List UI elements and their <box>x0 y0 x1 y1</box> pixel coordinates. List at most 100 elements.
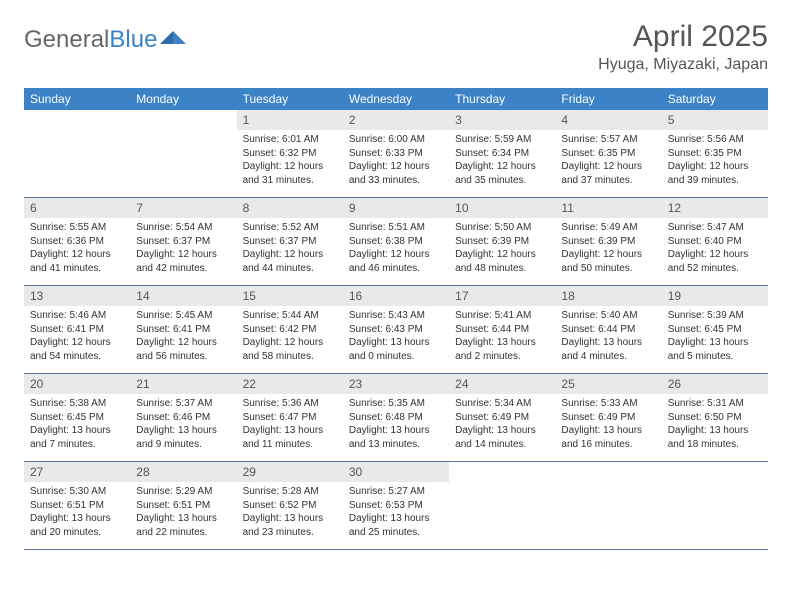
daylight-line-2: and 14 minutes. <box>455 438 549 452</box>
sunset-line: Sunset: 6:41 PM <box>30 323 124 337</box>
day-cell: 9Sunrise: 5:51 AMSunset: 6:38 PMDaylight… <box>343 198 449 286</box>
daylight-line-1: Daylight: 13 hours <box>30 424 124 438</box>
daylight-line-2: and 50 minutes. <box>561 262 655 276</box>
daylight-line-1: Daylight: 12 hours <box>668 248 762 262</box>
brand-part2: Blue <box>109 26 157 54</box>
daylight-line-1: Daylight: 13 hours <box>668 336 762 350</box>
day-number: 24 <box>449 374 555 394</box>
day-content: Sunrise: 5:39 AMSunset: 6:45 PMDaylight:… <box>662 306 768 369</box>
daylight-line-2: and 52 minutes. <box>668 262 762 276</box>
sunrise-line: Sunrise: 5:54 AM <box>136 221 230 235</box>
day-cell: 14Sunrise: 5:45 AMSunset: 6:41 PMDayligh… <box>130 286 236 374</box>
daylight-line-2: and 25 minutes. <box>349 526 443 540</box>
sunrise-line: Sunrise: 6:00 AM <box>349 133 443 147</box>
day-content: Sunrise: 6:00 AMSunset: 6:33 PMDaylight:… <box>343 130 449 193</box>
day-number: 28 <box>130 462 236 482</box>
day-content: Sunrise: 5:27 AMSunset: 6:53 PMDaylight:… <box>343 482 449 545</box>
day-content: Sunrise: 5:49 AMSunset: 6:39 PMDaylight:… <box>555 218 661 281</box>
day-cell: 17Sunrise: 5:41 AMSunset: 6:44 PMDayligh… <box>449 286 555 374</box>
empty-cell <box>449 462 555 550</box>
daylight-line-1: Daylight: 12 hours <box>455 160 549 174</box>
day-cell: 13Sunrise: 5:46 AMSunset: 6:41 PMDayligh… <box>24 286 130 374</box>
day-content: Sunrise: 5:57 AMSunset: 6:35 PMDaylight:… <box>555 130 661 193</box>
daylight-line-1: Daylight: 13 hours <box>243 424 337 438</box>
sunset-line: Sunset: 6:44 PM <box>455 323 549 337</box>
sunset-line: Sunset: 6:37 PM <box>136 235 230 249</box>
weekday-header: Friday <box>555 88 661 110</box>
day-number: 5 <box>662 110 768 130</box>
weekday-header: Sunday <box>24 88 130 110</box>
day-number: 22 <box>237 374 343 394</box>
empty-cell <box>662 462 768 550</box>
day-content: Sunrise: 5:35 AMSunset: 6:48 PMDaylight:… <box>343 394 449 457</box>
sunrise-line: Sunrise: 5:51 AM <box>349 221 443 235</box>
sunrise-line: Sunrise: 5:38 AM <box>30 397 124 411</box>
sunrise-line: Sunrise: 5:34 AM <box>455 397 549 411</box>
sunset-line: Sunset: 6:46 PM <box>136 411 230 425</box>
sunrise-line: Sunrise: 5:59 AM <box>455 133 549 147</box>
day-number: 17 <box>449 286 555 306</box>
day-number: 23 <box>343 374 449 394</box>
daylight-line-1: Daylight: 12 hours <box>349 160 443 174</box>
daylight-line-1: Daylight: 12 hours <box>455 248 549 262</box>
sunset-line: Sunset: 6:38 PM <box>349 235 443 249</box>
day-number: 11 <box>555 198 661 218</box>
daylight-line-1: Daylight: 12 hours <box>243 336 337 350</box>
daylight-line-1: Daylight: 12 hours <box>243 248 337 262</box>
sunrise-line: Sunrise: 5:45 AM <box>136 309 230 323</box>
weekday-header: Tuesday <box>237 88 343 110</box>
daylight-line-2: and 5 minutes. <box>668 350 762 364</box>
day-cell: 19Sunrise: 5:39 AMSunset: 6:45 PMDayligh… <box>662 286 768 374</box>
daylight-line-2: and 37 minutes. <box>561 174 655 188</box>
sunset-line: Sunset: 6:49 PM <box>455 411 549 425</box>
day-number: 29 <box>237 462 343 482</box>
sunset-line: Sunset: 6:52 PM <box>243 499 337 513</box>
sunrise-line: Sunrise: 5:27 AM <box>349 485 443 499</box>
logo-mark-icon <box>160 28 186 46</box>
day-content: Sunrise: 5:51 AMSunset: 6:38 PMDaylight:… <box>343 218 449 281</box>
weekday-header: Saturday <box>662 88 768 110</box>
day-cell: 15Sunrise: 5:44 AMSunset: 6:42 PMDayligh… <box>237 286 343 374</box>
daylight-line-2: and 4 minutes. <box>561 350 655 364</box>
day-number: 1 <box>237 110 343 130</box>
daylight-line-2: and 18 minutes. <box>668 438 762 452</box>
daylight-line-2: and 16 minutes. <box>561 438 655 452</box>
sunset-line: Sunset: 6:37 PM <box>243 235 337 249</box>
day-content: Sunrise: 5:40 AMSunset: 6:44 PMDaylight:… <box>555 306 661 369</box>
day-content: Sunrise: 5:46 AMSunset: 6:41 PMDaylight:… <box>24 306 130 369</box>
daylight-line-2: and 56 minutes. <box>136 350 230 364</box>
daylight-line-1: Daylight: 13 hours <box>561 424 655 438</box>
daylight-line-1: Daylight: 13 hours <box>668 424 762 438</box>
weekday-header: Thursday <box>449 88 555 110</box>
day-cell: 16Sunrise: 5:43 AMSunset: 6:43 PMDayligh… <box>343 286 449 374</box>
daylight-line-1: Daylight: 13 hours <box>455 336 549 350</box>
sunrise-line: Sunrise: 5:37 AM <box>136 397 230 411</box>
empty-cell <box>130 110 236 198</box>
daylight-line-1: Daylight: 13 hours <box>349 336 443 350</box>
daylight-line-1: Daylight: 13 hours <box>243 512 337 526</box>
sunset-line: Sunset: 6:53 PM <box>349 499 443 513</box>
daylight-line-1: Daylight: 13 hours <box>561 336 655 350</box>
sunrise-line: Sunrise: 6:01 AM <box>243 133 337 147</box>
sunrise-line: Sunrise: 5:52 AM <box>243 221 337 235</box>
daylight-line-2: and 42 minutes. <box>136 262 230 276</box>
sunrise-line: Sunrise: 5:28 AM <box>243 485 337 499</box>
sunrise-line: Sunrise: 5:57 AM <box>561 133 655 147</box>
sunrise-line: Sunrise: 5:30 AM <box>30 485 124 499</box>
sunset-line: Sunset: 6:41 PM <box>136 323 230 337</box>
day-content: Sunrise: 5:47 AMSunset: 6:40 PMDaylight:… <box>662 218 768 281</box>
daylight-line-2: and 13 minutes. <box>349 438 443 452</box>
day-number: 26 <box>662 374 768 394</box>
weekday-header: Wednesday <box>343 88 449 110</box>
day-cell: 3Sunrise: 5:59 AMSunset: 6:34 PMDaylight… <box>449 110 555 198</box>
day-number: 21 <box>130 374 236 394</box>
sunset-line: Sunset: 6:33 PM <box>349 147 443 161</box>
day-cell: 23Sunrise: 5:35 AMSunset: 6:48 PMDayligh… <box>343 374 449 462</box>
daylight-line-1: Daylight: 13 hours <box>136 424 230 438</box>
day-number: 27 <box>24 462 130 482</box>
daylight-line-2: and 0 minutes. <box>349 350 443 364</box>
day-cell: 26Sunrise: 5:31 AMSunset: 6:50 PMDayligh… <box>662 374 768 462</box>
day-content: Sunrise: 5:37 AMSunset: 6:46 PMDaylight:… <box>130 394 236 457</box>
day-cell: 10Sunrise: 5:50 AMSunset: 6:39 PMDayligh… <box>449 198 555 286</box>
sunset-line: Sunset: 6:51 PM <box>30 499 124 513</box>
